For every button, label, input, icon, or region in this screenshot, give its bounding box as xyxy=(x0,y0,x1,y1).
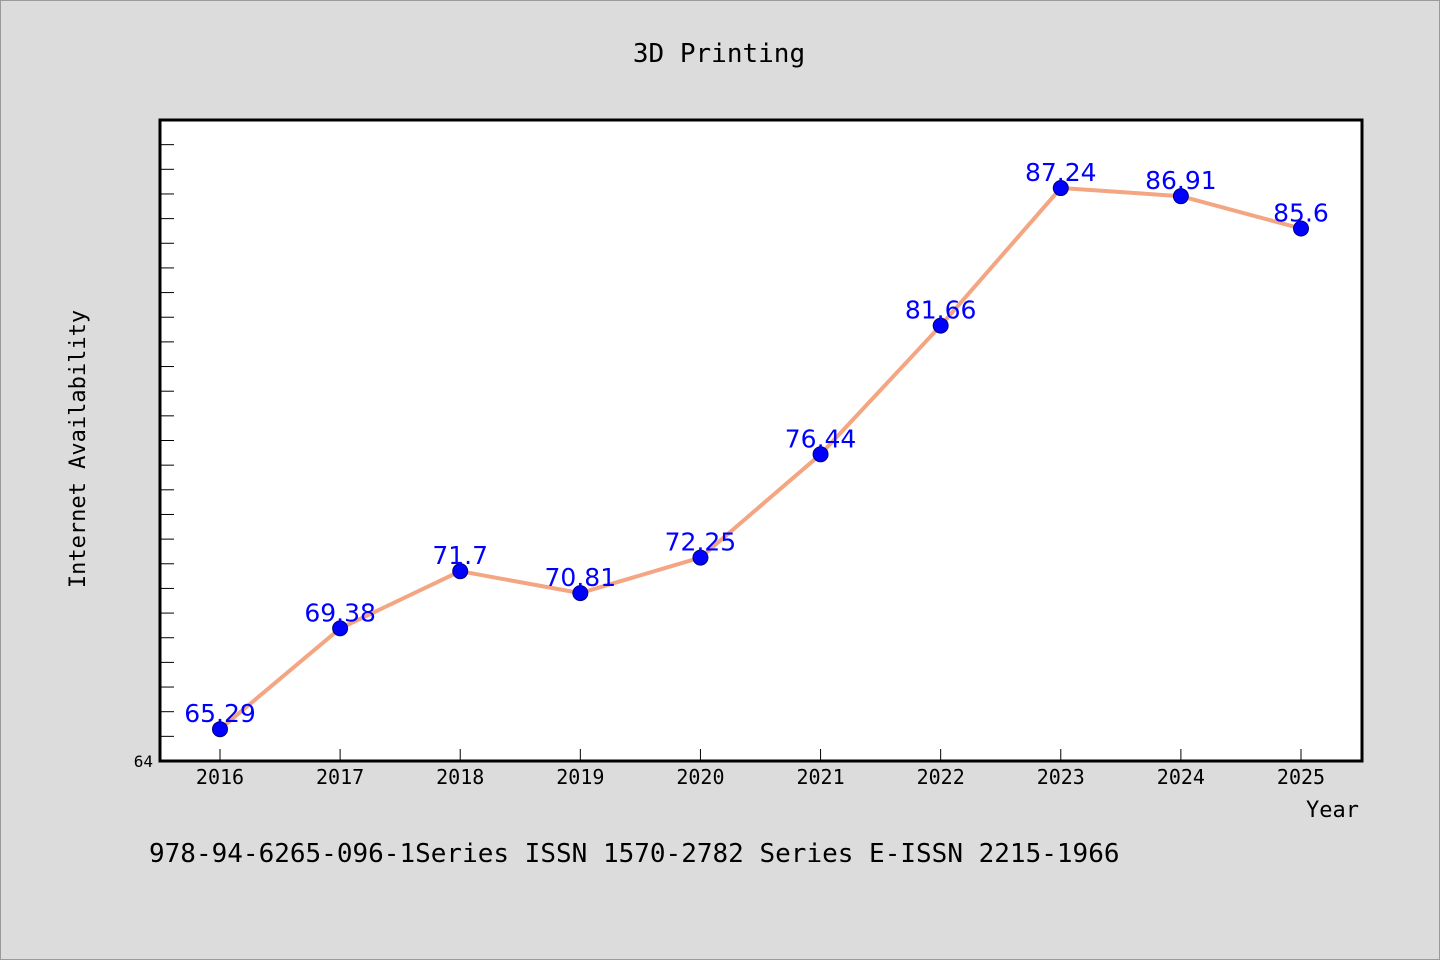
x-tick-label: 2025 xyxy=(1277,765,1325,789)
data-point-marker xyxy=(212,721,228,738)
x-tick-label: 2016 xyxy=(196,765,244,789)
y-tick-label: 64 xyxy=(134,752,153,771)
data-point-label: 71.7 xyxy=(432,541,488,570)
x-tick-label: 2024 xyxy=(1157,765,1205,789)
y-axis-label: Internet Availability xyxy=(66,310,91,588)
x-tick-label: 2023 xyxy=(1037,765,1085,789)
data-point-marker xyxy=(1172,188,1189,205)
data-point-marker xyxy=(1052,180,1069,197)
data-point-marker xyxy=(932,317,949,334)
data-point-label: 69.38 xyxy=(304,598,376,627)
x-tick-label: 2018 xyxy=(436,765,484,789)
plot-area xyxy=(158,118,1364,763)
data-point-label: 70.81 xyxy=(545,563,617,592)
x-axis-label: Year xyxy=(1306,798,1359,823)
x-tick-label: 2017 xyxy=(316,765,364,789)
x-tick-label: 2020 xyxy=(676,765,724,789)
data-point-label: 87.24 xyxy=(1025,158,1097,187)
x-tick-label: 2019 xyxy=(556,765,604,789)
series-markers xyxy=(212,180,1309,738)
data-point-marker xyxy=(332,620,349,637)
x-axis-ticks: 2016 2017 2018 2019 2020 2021 2022 2023 2024 2025 xyxy=(196,749,1325,789)
data-point-label: 65.29 xyxy=(184,699,256,728)
data-point-marker xyxy=(572,585,589,602)
data-point-marker xyxy=(812,446,829,463)
data-labels: 65.29 69.38 71.7 70.81 72.25 76.44 81.66 87.24 8… xyxy=(184,158,1329,728)
data-point-marker xyxy=(692,549,709,566)
series-line xyxy=(218,186,1302,731)
data-point-label: 72.25 xyxy=(665,528,737,557)
data-point-label: 85.6 xyxy=(1273,198,1329,227)
data-point-label: 86.91 xyxy=(1145,166,1217,195)
data-point-marker xyxy=(452,563,469,580)
chart-title: 3D Printing xyxy=(633,39,805,69)
x-tick-label: 2021 xyxy=(796,765,844,789)
data-point-label: 76.44 xyxy=(785,424,857,453)
x-tick-label: 2022 xyxy=(917,765,965,789)
footer-isbn-text: 978-94-6265-096-1Series ISSN 1570-2782 S… xyxy=(149,839,1120,869)
data-point-marker xyxy=(1293,220,1309,237)
y-axis-ticks: 64 xyxy=(134,119,174,771)
data-point-label: 81.66 xyxy=(905,296,977,325)
